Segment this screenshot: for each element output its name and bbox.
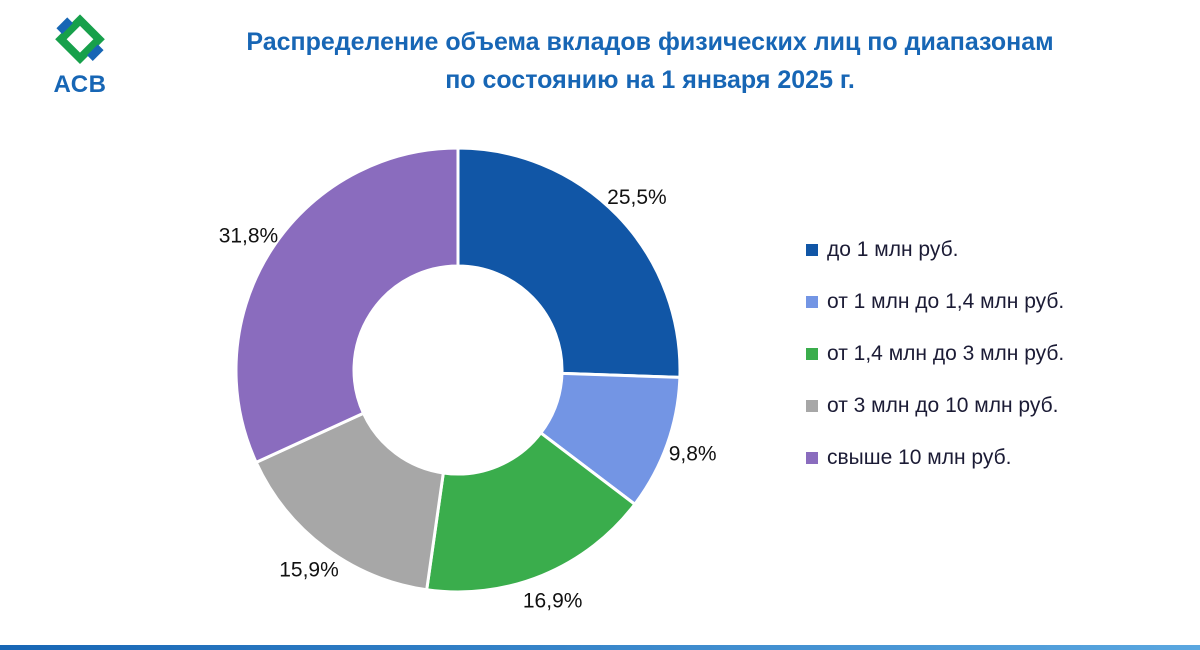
legend-item: от 1,4 млн до 3 млн руб. bbox=[806, 342, 1064, 366]
donut-slice bbox=[254, 411, 445, 592]
donut-slice bbox=[234, 146, 460, 464]
acb-logo-text: АСВ bbox=[53, 71, 107, 98]
slice-value-label: 25,5% bbox=[607, 186, 667, 209]
legend-label: свыше 10 млн руб. bbox=[827, 446, 1012, 469]
legend-swatch bbox=[806, 296, 818, 308]
legend-swatch bbox=[806, 452, 818, 464]
bottom-accent-bar bbox=[0, 645, 1200, 650]
slice-value-label: 15,9% bbox=[279, 558, 339, 581]
legend-label: до 1 млн руб. bbox=[827, 238, 959, 261]
slice-value-label: 31,8% bbox=[219, 224, 279, 247]
donut-slice bbox=[456, 146, 682, 379]
legend-swatch bbox=[806, 244, 818, 256]
acb-logo-icon bbox=[55, 14, 105, 65]
chart-title-line2: по состоянию на 1 января 2025 г. bbox=[445, 65, 855, 94]
legend-label: от 1,4 млн до 3 млн руб. bbox=[827, 342, 1065, 365]
legend-item: до 1 млн руб. bbox=[806, 238, 1064, 262]
acb-logo: АСВ bbox=[42, 14, 118, 99]
slice-value-label: 16,9% bbox=[523, 589, 583, 612]
legend-label: от 1 млн до 1,4 млн руб. bbox=[827, 290, 1065, 313]
chart-legend: до 1 млн руб. от 1 млн до 1,4 млн руб. от … bbox=[806, 238, 1064, 470]
legend-swatch bbox=[806, 400, 818, 412]
chart-title-line1: Распределение объема вкладов физических … bbox=[246, 28, 1054, 56]
legend-swatch bbox=[806, 348, 818, 360]
donut-slice bbox=[425, 431, 637, 594]
legend-item: от 3 млн до 10 млн руб. bbox=[806, 394, 1064, 418]
legend-item: свыше 10 млн руб. bbox=[806, 446, 1064, 470]
legend-item: от 1 млн до 1,4 млн руб. bbox=[806, 290, 1064, 314]
slice-value-label: 9,8% bbox=[669, 442, 717, 465]
legend-label: от 3 млн до 10 млн руб. bbox=[827, 394, 1059, 417]
chart-title: Распределение объема вкладов физических … bbox=[140, 24, 1160, 99]
